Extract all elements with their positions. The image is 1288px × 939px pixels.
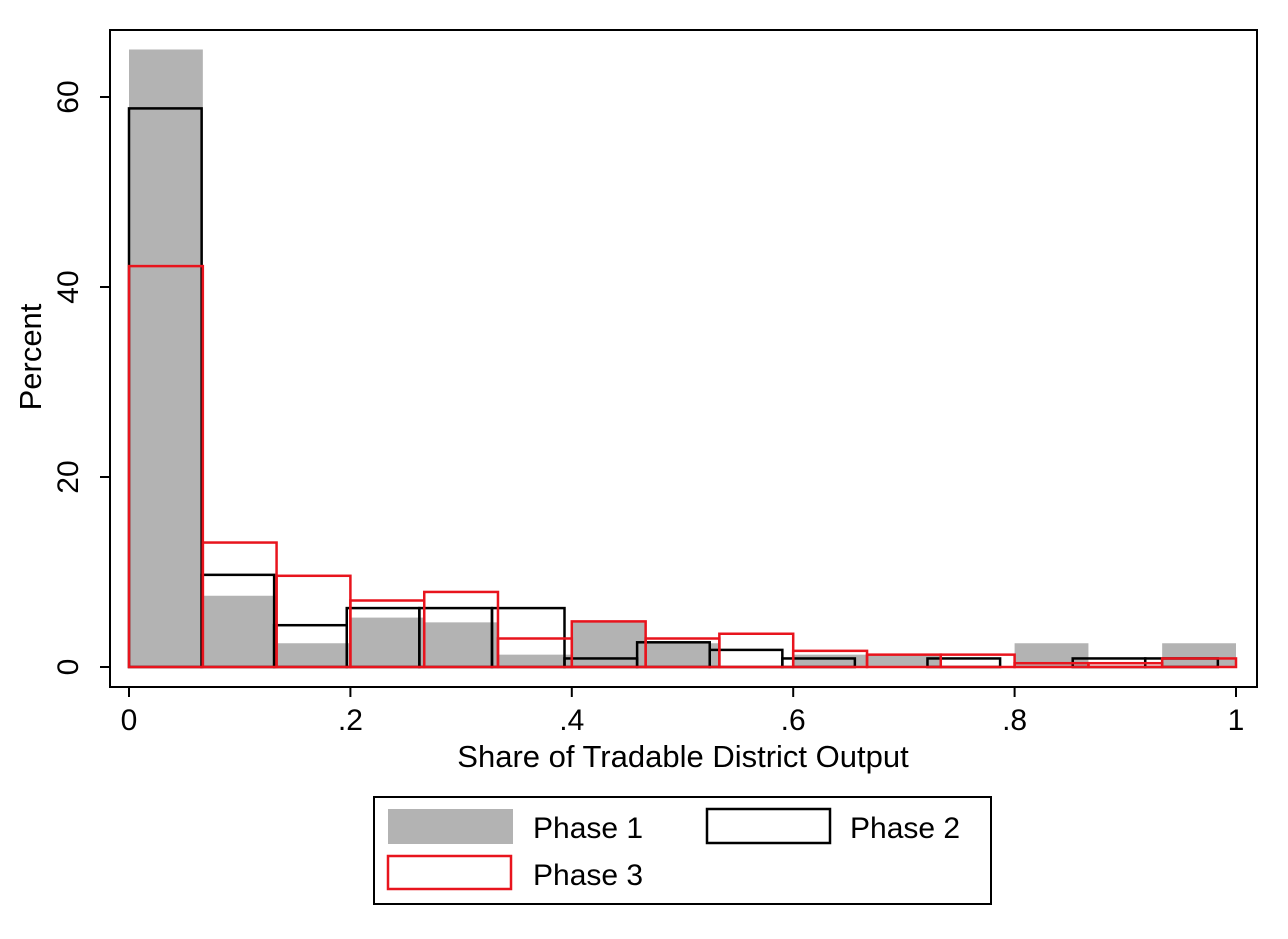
bar-phase-3-11: [939, 653, 1016, 669]
bar-phase-1-3: [350, 617, 425, 667]
bar-phase-1-6: [571, 622, 646, 667]
bar-phase-1-0: [129, 49, 203, 667]
legend-swatch-phase-2: [705, 807, 832, 845]
y-tick-label-0: 0: [52, 659, 85, 676]
legend-label-phase-1: Phase 1: [533, 812, 643, 845]
bar-phase-1-10: [867, 654, 941, 667]
series-phase-3: [127, 264, 1238, 669]
bar-phase-1-14: [1162, 643, 1236, 667]
bar-phase-1-1: [202, 595, 277, 667]
bar-phase-1-7: [645, 643, 720, 667]
legend-swatch-phase-1: [388, 809, 513, 844]
x-tick-label-0: 0: [121, 704, 138, 737]
y-axis: 0 20 40 60: [52, 80, 110, 675]
bars-layer: [127, 49, 1238, 669]
y-tick-label-3: 60: [52, 80, 85, 113]
x-tick-label-2: .4: [559, 704, 584, 737]
legend-swatch-phase-3: [386, 854, 513, 891]
legend-label-phase-3: Phase 3: [533, 859, 643, 892]
y-axis-label: Percent: [13, 303, 48, 410]
bar-phase-3-0: [127, 264, 205, 669]
x-tick-label-5: 1: [1228, 704, 1245, 737]
bar-phase-1-12: [1014, 643, 1089, 667]
x-tick-label-3: .6: [781, 704, 806, 737]
legend-label-phase-2: Phase 2: [850, 812, 960, 845]
x-tick-label-4: .8: [1002, 704, 1027, 737]
legend: Phase 1 Phase 2 Phase 3: [373, 796, 992, 905]
bar-phase-3-4: [422, 590, 500, 669]
bar-phase-1-4: [424, 622, 498, 667]
y-tick-label-1: 20: [52, 460, 85, 493]
plot-frame: [109, 29, 1258, 688]
bar-phase-3-14: [1160, 657, 1238, 669]
x-tick-label-1: .2: [338, 704, 363, 737]
x-axis: 0 .2 .4 .6 .8 1: [121, 687, 1245, 737]
x-axis-label: Share of Tradable District Output: [457, 739, 909, 774]
bar-phase-1-2: [276, 643, 351, 667]
series-phase-1: [129, 49, 1236, 667]
bar-phase-1-5: [497, 654, 572, 667]
y-tick-label-2: 40: [52, 270, 85, 303]
